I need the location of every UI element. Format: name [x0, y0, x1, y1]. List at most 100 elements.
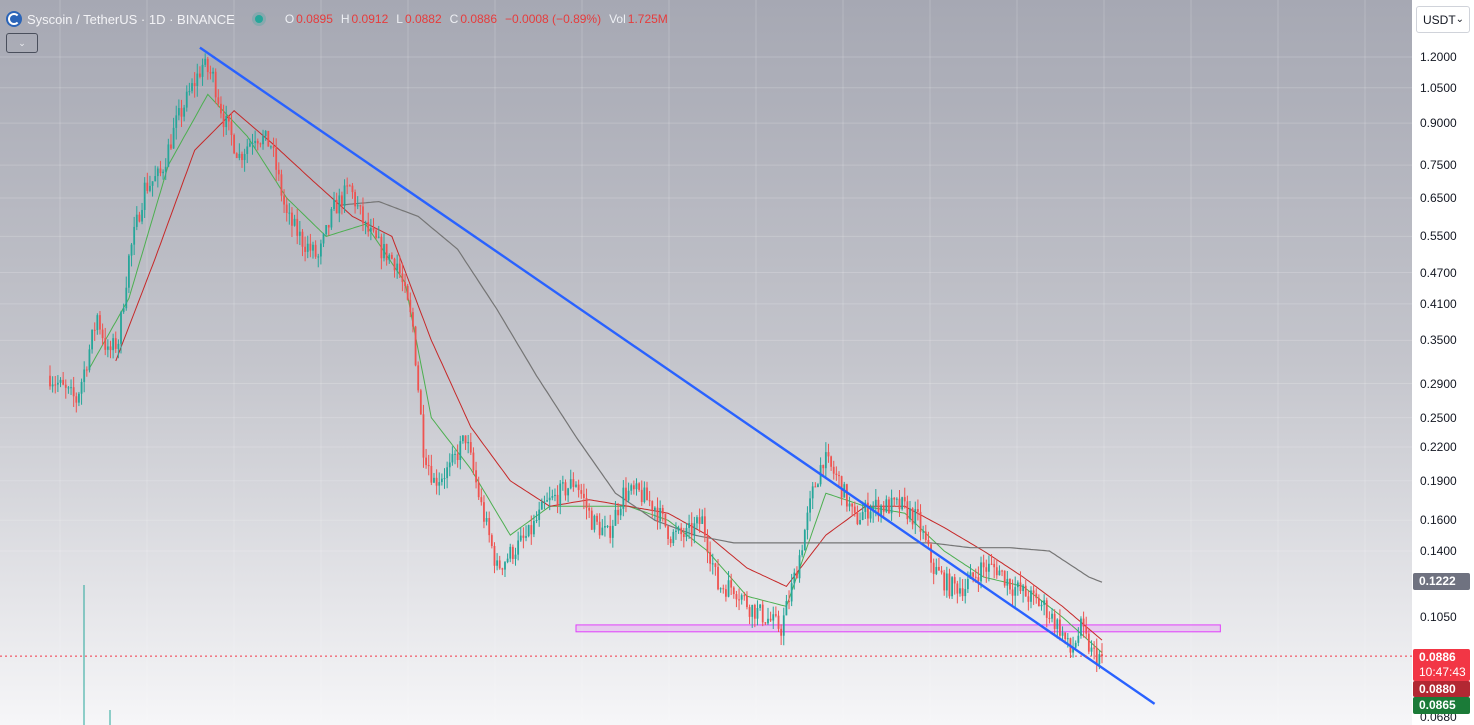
- candle-body: [291, 212, 293, 226]
- market-status-icon[interactable]: [254, 15, 263, 23]
- candle-body: [522, 535, 525, 538]
- candle-body: [227, 116, 230, 122]
- candle-body: [685, 527, 688, 538]
- candle-body: [375, 230, 378, 238]
- candle-body: [85, 369, 88, 371]
- candle-body: [443, 478, 446, 480]
- candle-body: [498, 560, 501, 569]
- candle-body: [238, 153, 241, 159]
- candle-body: [803, 529, 806, 551]
- candle-body: [122, 308, 125, 313]
- candle-body: [859, 519, 861, 525]
- candle-body: [54, 384, 57, 386]
- candle-body: [767, 618, 769, 624]
- candle-body: [448, 462, 451, 468]
- candle-body: [814, 486, 817, 488]
- candle-body: [893, 497, 896, 500]
- candle-body: [604, 526, 606, 528]
- candle-body: [630, 485, 633, 491]
- legend-collapse-button[interactable]: ⌄: [6, 33, 38, 53]
- candle-body: [990, 563, 993, 565]
- price-axis[interactable]: [1412, 0, 1474, 725]
- y-tick-label: 0.6500: [1420, 190, 1457, 205]
- candle-body: [201, 64, 204, 77]
- candle-body: [419, 390, 422, 415]
- candle-body: [943, 572, 946, 591]
- candle-body: [317, 256, 320, 258]
- candle-body: [806, 512, 809, 530]
- candle-body: [206, 58, 209, 73]
- grid: [0, 0, 1412, 725]
- candle-body: [832, 466, 835, 474]
- candle-body: [751, 605, 754, 617]
- candle-body: [151, 181, 154, 186]
- candle-body: [780, 628, 783, 636]
- ohlc-value: −0.0008 (−0.89%): [505, 12, 602, 26]
- y-tick-label: 1.2000: [1420, 50, 1457, 65]
- candle-body: [343, 185, 346, 207]
- candle-body: [467, 442, 470, 444]
- candle-body: [164, 166, 167, 172]
- candle-body: [454, 453, 456, 455]
- candle-body: [722, 588, 725, 590]
- candle-body: [280, 174, 283, 196]
- candle-body: [648, 500, 651, 502]
- candle-body: [1093, 647, 1096, 649]
- candle-body: [488, 518, 491, 536]
- candle-body: [246, 146, 249, 154]
- symbol-title[interactable]: Syscoin / TetherUS · 1D · BINANCE: [27, 11, 235, 27]
- candle-body: [177, 108, 180, 116]
- candle-body: [706, 535, 709, 553]
- candle-body: [709, 552, 712, 564]
- candle-body: [848, 503, 851, 507]
- y-tick-label: 0.1900: [1420, 473, 1457, 488]
- candle-body: [235, 153, 238, 159]
- candle-body: [817, 484, 819, 487]
- candle-body: [51, 384, 54, 387]
- candle-body: [422, 414, 425, 458]
- y-tick-label: 0.1600: [1420, 513, 1457, 528]
- candle-body: [682, 534, 685, 538]
- candle-body: [367, 221, 370, 232]
- candle-body: [953, 577, 956, 584]
- candle-body: [569, 479, 572, 489]
- candle-body: [635, 483, 638, 490]
- candle-body: [170, 144, 172, 149]
- y-tick-label: 0.1400: [1420, 543, 1457, 558]
- candle-body: [711, 563, 714, 565]
- candle-body: [296, 218, 299, 236]
- candle-body: [548, 497, 551, 501]
- candle-body: [761, 604, 764, 623]
- candle-body: [611, 525, 614, 538]
- candle-body: [882, 505, 885, 512]
- y-tick-label: 0.1050: [1420, 610, 1457, 625]
- candle-body: [62, 379, 65, 385]
- y-tick-label: 0.3500: [1420, 333, 1457, 348]
- candle-body: [690, 523, 693, 536]
- candle-body: [56, 382, 59, 385]
- candle-body: [801, 550, 804, 556]
- candle-body: [283, 195, 285, 205]
- candle-body: [496, 560, 498, 566]
- candle-body: [798, 555, 801, 579]
- candle-body: [672, 531, 675, 544]
- candle-body: [735, 594, 738, 600]
- candle-body: [617, 509, 619, 516]
- candle-body: [877, 499, 880, 516]
- candle-body: [75, 396, 78, 403]
- candle-body: [835, 473, 838, 476]
- candle-body: [298, 231, 301, 236]
- bar-countdown: 10:47:43: [1419, 665, 1466, 679]
- candle-body: [535, 520, 538, 522]
- candle-body: [64, 384, 67, 388]
- candle-body: [746, 595, 748, 608]
- candle-body: [1016, 582, 1019, 588]
- candle-body: [938, 566, 940, 571]
- currency-selector[interactable]: USDT ⌄: [1416, 6, 1470, 33]
- candle-body: [922, 531, 925, 533]
- candle-body: [519, 535, 522, 541]
- candle-body: [504, 562, 506, 570]
- candle-body: [70, 387, 72, 389]
